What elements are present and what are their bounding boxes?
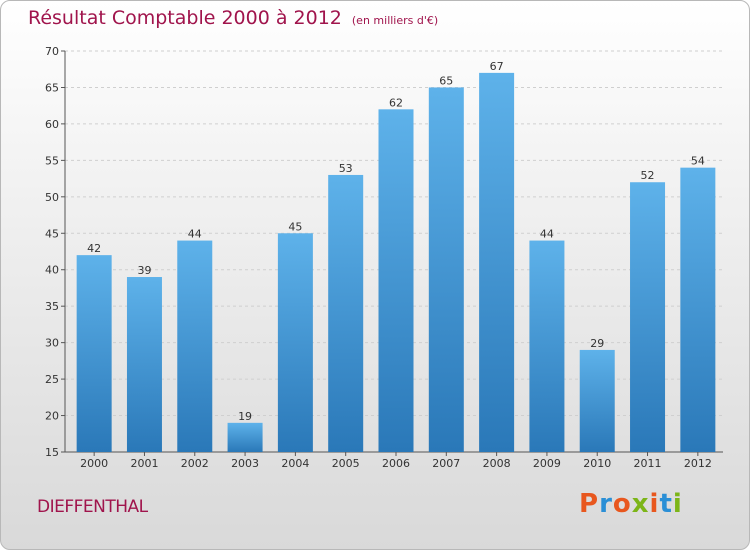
y-tick-label: 20 [45, 410, 59, 423]
bar-2009 [529, 240, 565, 452]
logo-letter: o [612, 489, 632, 519]
x-tick-label-2006: 2006 [382, 457, 410, 470]
chart-title: Résultat Comptable 2000 à 2012 (en millie… [28, 7, 438, 29]
logo-letter: i [649, 489, 660, 519]
y-tick-label: 15 [45, 446, 59, 459]
data-label-2001: 39 [137, 264, 151, 277]
y-tick-label: 25 [45, 373, 59, 386]
x-tick-label-2012: 2012 [684, 457, 712, 470]
logo-letter: i [672, 489, 683, 519]
bar-2010 [579, 349, 615, 452]
logo-letter: r [599, 489, 613, 519]
bar-2007 [428, 87, 464, 453]
y-tick-label: 35 [45, 300, 59, 313]
bar-2002 [177, 240, 213, 452]
chart-title-text: Résultat Comptable 2000 à 2012 [28, 7, 342, 29]
chart-subtitle: (en milliers d'€) [351, 14, 439, 27]
x-tick-label-2007: 2007 [432, 457, 460, 470]
data-label-2006: 62 [389, 96, 403, 109]
y-tick-label: 55 [45, 154, 59, 167]
y-tick-label: 50 [45, 191, 59, 204]
bar-2012 [680, 167, 716, 452]
y-tick-label: 60 [45, 118, 59, 131]
x-tick-label-2004: 2004 [281, 457, 309, 470]
data-label-2003: 19 [238, 410, 252, 423]
bars [76, 72, 716, 453]
data-label-2011: 52 [641, 169, 655, 182]
logo-letter: x [631, 489, 650, 519]
bar-2006 [378, 109, 414, 452]
x-tick-label-2008: 2008 [483, 457, 511, 470]
logo-letter: P [579, 489, 600, 519]
data-label-2005: 53 [339, 162, 353, 175]
y-tick-label: 65 [45, 81, 59, 94]
data-label-2009: 44 [540, 228, 554, 241]
data-label-2004: 45 [288, 220, 302, 233]
y-tick-label: 70 [45, 45, 59, 58]
data-label-2010: 29 [590, 337, 604, 350]
x-tick-label-2001: 2001 [130, 457, 158, 470]
y-tick-label: 40 [45, 264, 59, 277]
bar-2003 [227, 422, 263, 452]
data-label-2002: 44 [188, 228, 202, 241]
labels: 42 2000 39 2001 44 2002 19 2003 45 2004 53 2005 62 20… [80, 60, 712, 470]
x-tick-label-2003: 2003 [231, 457, 259, 470]
commune-name: DIEFFENTHAL [37, 497, 148, 517]
x-tick-label-2000: 2000 [80, 457, 108, 470]
x-tick-label-2005: 2005 [332, 457, 360, 470]
data-label-2008: 67 [490, 60, 504, 73]
bar-2004 [277, 233, 313, 452]
x-tick-label-2011: 2011 [634, 457, 662, 470]
bar-2008 [479, 72, 515, 452]
x-tick-label-2002: 2002 [181, 457, 209, 470]
data-label-2000: 42 [87, 242, 101, 255]
bar-2011 [630, 182, 666, 452]
proxiti-logo[interactable]: Proxiti [579, 489, 683, 519]
bar-2001 [126, 277, 162, 452]
bar-2000 [76, 255, 112, 452]
x-tick-label-2010: 2010 [583, 457, 611, 470]
logo-letter: t [659, 489, 673, 519]
data-label-2012: 54 [691, 155, 705, 168]
y-tick-label: 30 [45, 337, 59, 350]
data-label-2007: 65 [439, 74, 453, 87]
y-tick-label: 45 [45, 227, 59, 240]
x-tick-label-2009: 2009 [533, 457, 561, 470]
bar-2005 [328, 174, 364, 453]
